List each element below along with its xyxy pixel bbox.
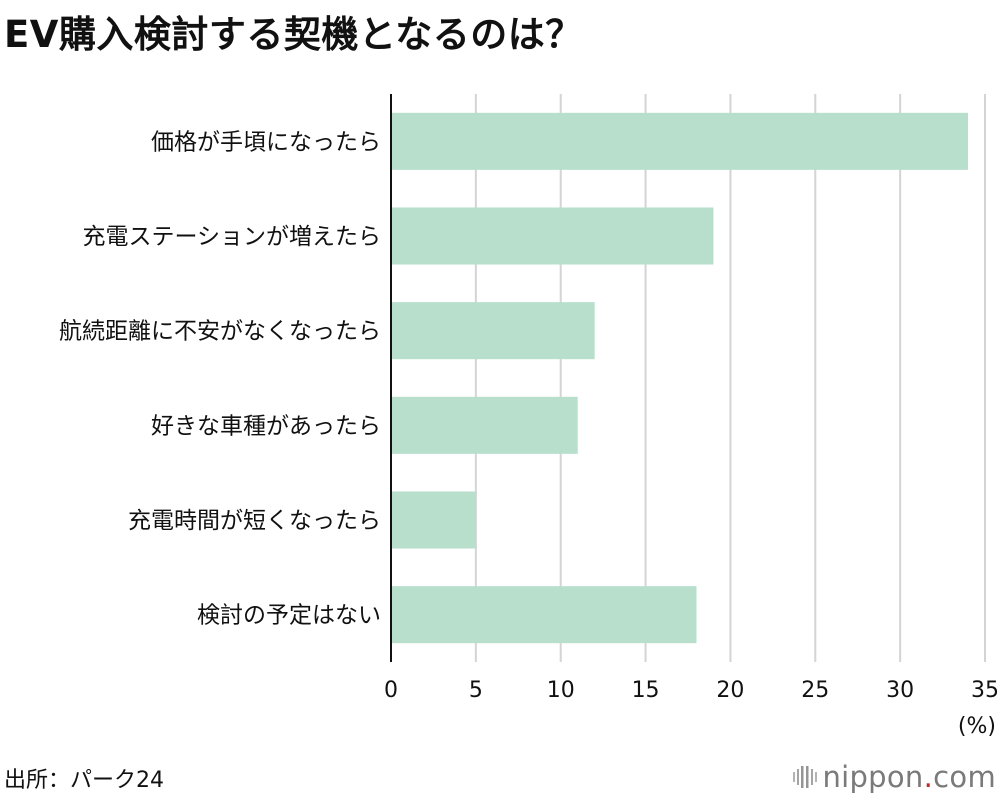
bar-3 — [391, 302, 595, 360]
tick-label-10: 10 — [547, 678, 575, 703]
bar-5 — [391, 491, 476, 549]
tick-label-20: 20 — [716, 678, 744, 703]
bars — [391, 112, 969, 644]
brand-logo: nippon. com — [792, 760, 996, 794]
category-labels: 価格が手頃になったら充電ステーションが増えたら航続距離に不安がなくなったら好きな… — [59, 129, 381, 628]
chart-title: EV購入検討する契機となるのは？ — [4, 13, 583, 56]
category-label-4: 好きな車種があったら — [151, 413, 381, 439]
tick-labels: 0 5 10 15 20 25 30 35 — [384, 678, 999, 703]
gridlines — [474, 94, 986, 662]
bar-2 — [391, 207, 714, 265]
category-label-5: 充電時間が短くなったら — [128, 508, 381, 534]
category-label-1: 価格が手頃になったら — [151, 129, 381, 155]
brand-name: nippon — [822, 760, 924, 794]
category-label-3: 航続距離に不安がなくなったら — [59, 319, 381, 345]
tick-label-30: 30 — [886, 678, 914, 703]
bar-4 — [391, 396, 578, 454]
brand-dot: . — [923, 760, 934, 794]
tick-label-15: 15 — [632, 678, 660, 703]
tick-label-0: 0 — [384, 678, 398, 703]
unit-label: (%) — [958, 714, 996, 739]
nippon-logo-icon — [793, 766, 818, 788]
category-label-6: 検討の予定はない — [197, 603, 381, 629]
tick-label-5: 5 — [469, 678, 483, 703]
bar-1 — [391, 112, 969, 170]
bar-6 — [391, 586, 697, 644]
category-label-2: 充電ステーションが増えたら — [82, 224, 381, 250]
brand-tld: com — [933, 760, 996, 794]
tick-label-35: 35 — [971, 678, 999, 703]
source-note: 出所：パーク24 — [4, 768, 164, 793]
tick-label-25: 25 — [801, 678, 829, 703]
